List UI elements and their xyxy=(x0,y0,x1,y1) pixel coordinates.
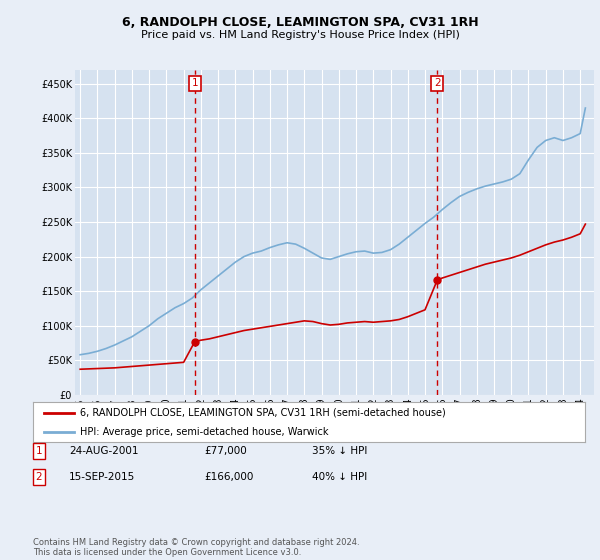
Text: 24-AUG-2001: 24-AUG-2001 xyxy=(69,446,139,456)
Text: £77,000: £77,000 xyxy=(204,446,247,456)
Text: 6, RANDOLPH CLOSE, LEAMINGTON SPA, CV31 1RH (semi-detached house): 6, RANDOLPH CLOSE, LEAMINGTON SPA, CV31 … xyxy=(80,408,446,418)
Text: 2: 2 xyxy=(35,472,43,482)
Text: 15-SEP-2015: 15-SEP-2015 xyxy=(69,472,135,482)
Text: 35% ↓ HPI: 35% ↓ HPI xyxy=(312,446,367,456)
Text: 1: 1 xyxy=(191,78,198,88)
Text: 2: 2 xyxy=(434,78,440,88)
Text: 40% ↓ HPI: 40% ↓ HPI xyxy=(312,472,367,482)
Text: Price paid vs. HM Land Registry's House Price Index (HPI): Price paid vs. HM Land Registry's House … xyxy=(140,30,460,40)
Text: Contains HM Land Registry data © Crown copyright and database right 2024.
This d: Contains HM Land Registry data © Crown c… xyxy=(33,538,359,557)
Text: 1: 1 xyxy=(35,446,43,456)
Text: HPI: Average price, semi-detached house, Warwick: HPI: Average price, semi-detached house,… xyxy=(80,427,328,436)
Text: 6, RANDOLPH CLOSE, LEAMINGTON SPA, CV31 1RH: 6, RANDOLPH CLOSE, LEAMINGTON SPA, CV31 … xyxy=(122,16,478,29)
Text: £166,000: £166,000 xyxy=(204,472,253,482)
